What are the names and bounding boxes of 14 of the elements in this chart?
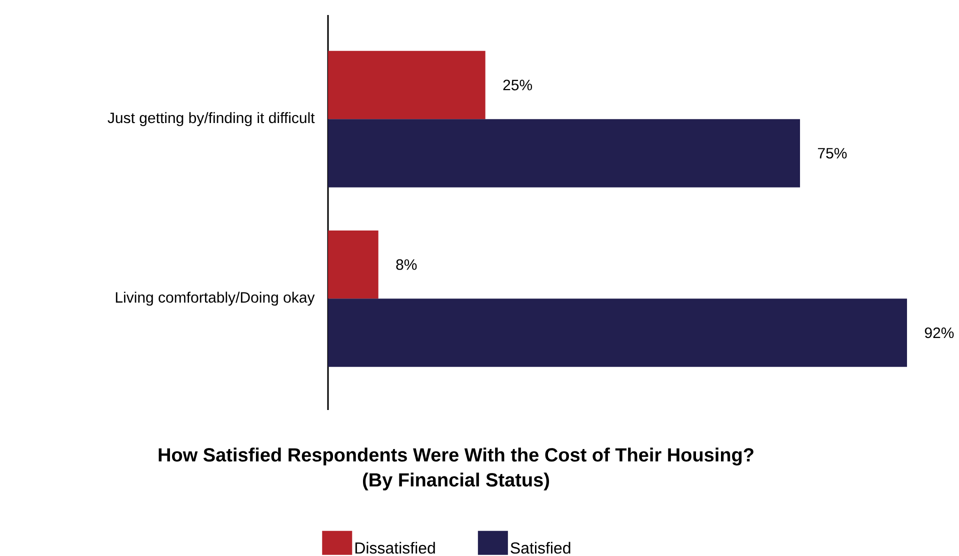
legend-label: Dissatisfied <box>355 542 435 554</box>
bar <box>328 119 800 188</box>
bar <box>328 298 908 367</box>
y-tick-label: Living comfortably/Doing okay <box>116 292 315 306</box>
data-label: 75% <box>818 148 847 159</box>
text: (By Financial Status) <box>362 472 549 490</box>
data-label: 25% <box>503 80 532 90</box>
bar <box>328 50 486 120</box>
data-label: 8% <box>396 259 417 270</box>
data-label: 92% <box>924 327 954 338</box>
y-tick-label: Just getting by/finding it difficult <box>108 112 315 126</box>
legend-label: Satisfied <box>510 542 570 554</box>
bar <box>328 230 378 299</box>
text: How Satisfied Respondents Were With the Cost of Their Housing? <box>158 448 754 466</box>
